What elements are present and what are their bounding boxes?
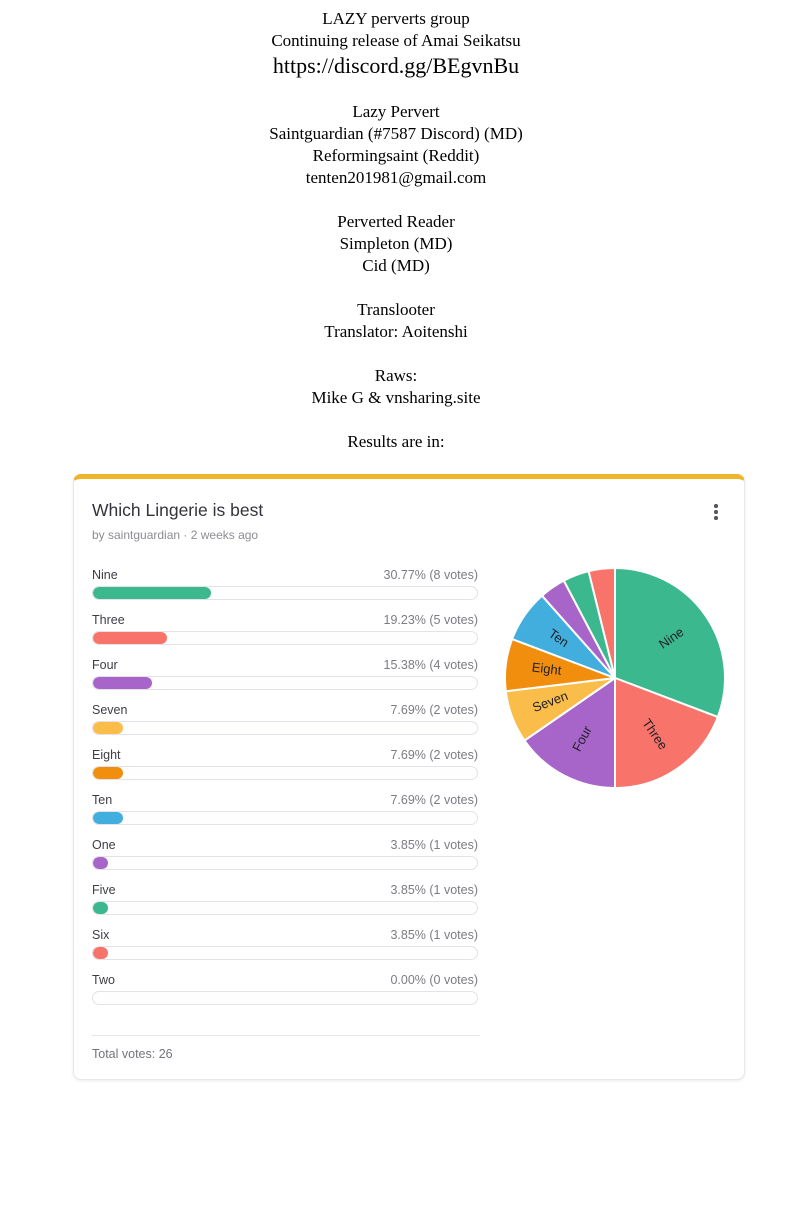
poll-option-fill [93, 857, 108, 869]
poll-option-percent: 7.69% (2 votes) [390, 748, 478, 762]
credits-member: Cid (MD) [362, 256, 430, 275]
poll-header: Which Lingerie is best by saintguardian … [74, 479, 744, 542]
credits-member: Simpleton (MD) [339, 234, 453, 253]
poll-option-label: Nine [92, 568, 118, 582]
credits-member: Translator: Aoitenshi [324, 322, 468, 341]
poll-option-label: Two [92, 973, 115, 987]
poll-header-text: Which Lingerie is best by saintguardian … [92, 500, 263, 542]
poll-option-row-three: Three 19.23% (5 votes) [92, 613, 478, 646]
poll-option-track [92, 946, 478, 960]
pie-slice-label: Eight [531, 659, 563, 677]
poll-option-row-five: Five 3.85% (1 votes) [92, 883, 478, 916]
credits-role: Raws: [374, 366, 418, 385]
poll-option-fill [93, 722, 123, 734]
poll-option-row-nine: Nine 30.77% (8 votes) [92, 568, 478, 601]
poll-option-track [92, 721, 478, 735]
pie-chart: Nine Three Four Seven Eight Ten [502, 565, 728, 791]
poll-options-list: Nine 30.77% (8 votes) Three 19.23% (5 votes… [92, 568, 478, 1018]
credits-member: Saintguardian (#7587 Discord) (MD) [269, 124, 523, 143]
poll-option-label: Ten [92, 793, 113, 807]
poll-option-track [92, 811, 478, 825]
poll-option-row-two: Two 0.00% (0 votes) [92, 973, 478, 1006]
poll-option-track [92, 901, 478, 915]
credits-section-lazy-pervert: Lazy Pervert Saintguardian (#7587 Discor… [0, 101, 792, 189]
credits-role: Translooter [357, 300, 435, 319]
poll-option-label: Six [92, 928, 110, 942]
poll-option-label: Five [92, 883, 116, 897]
credits-title-group: LAZY perverts group Continuing release o… [0, 8, 792, 79]
poll-option-row-eight: Eight 7.69% (2 votes) [92, 748, 478, 781]
poll-option-percent: 15.38% (4 votes) [383, 658, 479, 672]
poll-option-label: Three [92, 613, 125, 627]
poll-option-fill [93, 902, 108, 914]
total-votes: Total votes: 26 [92, 1047, 173, 1061]
credits-block: LAZY perverts group Continuing release o… [0, 0, 792, 453]
credits-member: Reformingsaint (Reddit) [312, 146, 480, 165]
poll-option-row-six: Six 3.85% (1 votes) [92, 928, 478, 961]
poll-option-track [92, 856, 478, 870]
poll-option-label: Eight [92, 748, 121, 762]
poll-option-fill [93, 947, 108, 959]
poll-option-row-seven: Seven 7.69% (2 votes) [92, 703, 478, 736]
poll-option-fill [93, 632, 167, 644]
discord-url: https://discord.gg/BEgvnBu [272, 53, 520, 78]
pie-slice-six [587, 566, 616, 679]
poll-option-label: Four [92, 658, 118, 672]
pie-slice-nine [614, 566, 726, 719]
poll-byline: by saintguardian · 2 weeks ago [92, 528, 259, 542]
poll-option-percent: 7.69% (2 votes) [390, 793, 478, 807]
poll-option-percent: 19.23% (5 votes) [383, 613, 479, 627]
poll-title: Which Lingerie is best [92, 500, 264, 520]
poll-option-fill [93, 677, 153, 689]
poll-option-percent: 3.85% (1 votes) [390, 838, 478, 852]
poll-option-track [92, 991, 478, 1005]
kebab-menu-icon[interactable] [706, 502, 726, 522]
poll-option-track [92, 676, 478, 690]
credits-role: Lazy Pervert [352, 102, 440, 121]
poll-option-fill [93, 812, 123, 824]
poll-card: Which Lingerie is best by saintguardian … [73, 474, 745, 1080]
poll-option-row-ten: Ten 7.69% (2 votes) [92, 793, 478, 826]
credits-section-perverted-reader: Perverted Reader Simpleton (MD) Cid (MD) [0, 211, 792, 277]
pie-slice-four [523, 676, 616, 790]
poll-option-percent: 3.85% (1 votes) [390, 883, 478, 897]
poll-option-fill [93, 587, 212, 599]
credits-section-raws: Raws: Mike G & vnsharing.site [0, 365, 792, 409]
poll-option-fill [93, 767, 123, 779]
credits-role: Perverted Reader [337, 212, 455, 231]
poll-option-label: One [92, 838, 116, 852]
results-intro: Results are in: [347, 432, 445, 451]
poll-option-label: Seven [92, 703, 128, 717]
credits-email: tenten201981@gmail.com [305, 168, 487, 187]
group-name: LAZY perverts group [322, 9, 470, 28]
divider [92, 1035, 480, 1036]
credits-section-translooter: Translooter Translator: Aoitenshi [0, 299, 792, 343]
poll-option-track [92, 766, 478, 780]
poll-option-row-one: One 3.85% (1 votes) [92, 838, 478, 871]
poll-option-row-four: Four 15.38% (4 votes) [92, 658, 478, 691]
credits-member: Mike G & vnsharing.site [311, 388, 481, 407]
poll-option-track [92, 586, 478, 600]
poll-option-percent: 30.77% (8 votes) [383, 568, 479, 582]
poll-option-percent: 3.85% (1 votes) [390, 928, 478, 942]
release-note: Continuing release of Amai Seikatsu [271, 31, 521, 50]
poll-option-percent: 0.00% (0 votes) [390, 973, 478, 987]
poll-option-percent: 7.69% (2 votes) [390, 703, 478, 717]
poll-option-track [92, 631, 478, 645]
pie-slice-three [614, 676, 720, 790]
